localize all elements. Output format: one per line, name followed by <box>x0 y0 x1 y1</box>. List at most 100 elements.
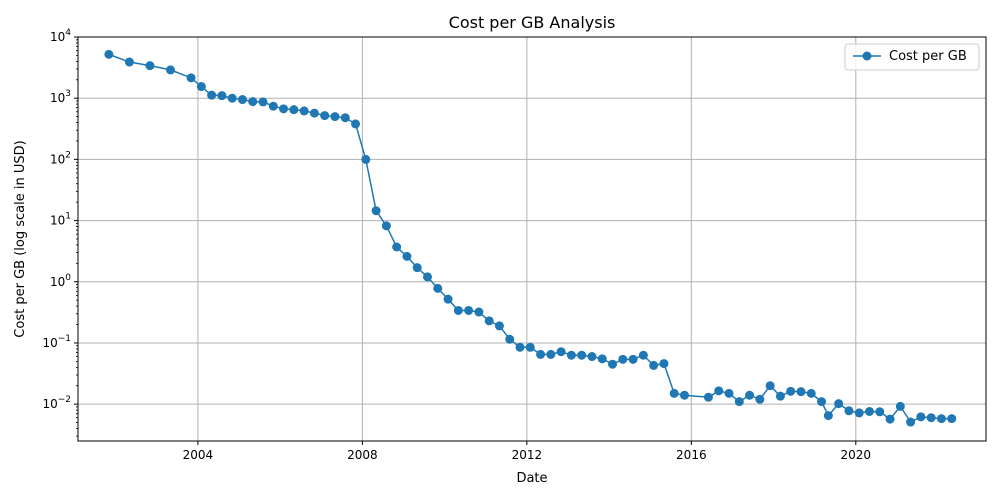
data-point <box>361 154 371 164</box>
data-point <box>433 283 443 293</box>
data-point <box>381 221 391 231</box>
y-tick-label: 10−2 <box>42 395 71 411</box>
data-point <box>474 307 484 317</box>
data-point <box>597 354 607 364</box>
legend: Cost per GB <box>844 43 980 71</box>
data-point <box>536 349 546 359</box>
data-point <box>546 349 556 359</box>
data-point <box>330 112 340 122</box>
data-point <box>392 242 402 252</box>
data-point <box>854 408 864 418</box>
data-point <box>649 360 659 370</box>
data-point <box>443 294 453 304</box>
data-point <box>679 390 689 400</box>
data-point <box>885 414 895 424</box>
data-point <box>104 49 114 59</box>
data-point <box>464 305 474 315</box>
data-point <box>775 391 785 401</box>
data-point <box>258 97 268 107</box>
data-point <box>289 105 299 115</box>
data-point <box>566 350 576 360</box>
y-tick-label: 100 <box>50 273 71 289</box>
data-point <box>186 73 196 83</box>
data-point <box>587 352 597 362</box>
y-tick-label: 104 <box>50 28 71 44</box>
data-point <box>340 113 350 123</box>
data-point <box>765 381 775 391</box>
data-point <box>207 90 217 100</box>
data-point <box>484 316 494 326</box>
data-point <box>124 57 134 67</box>
data-point <box>237 95 247 105</box>
x-tick-label: 2020 <box>841 448 872 462</box>
data-point <box>371 206 381 216</box>
data-point <box>638 350 648 360</box>
data-point <box>618 354 628 364</box>
data-point <box>525 342 535 352</box>
data-point <box>745 390 755 400</box>
series-line-cost-per-gb <box>108 53 952 424</box>
data-point <box>823 411 833 421</box>
x-tick-label: 2012 <box>512 448 543 462</box>
data-point <box>279 104 289 114</box>
data-point <box>422 272 432 282</box>
data-point <box>786 386 796 396</box>
data-point <box>268 101 278 111</box>
x-tick-label: 2016 <box>676 448 707 462</box>
y-axis-label: Cost per GB (log scale in USD) <box>13 140 28 337</box>
data-point <box>217 91 227 101</box>
y-tick-label: 101 <box>50 212 71 228</box>
data-point <box>608 359 618 369</box>
data-point <box>817 397 827 407</box>
data-point <box>926 413 936 423</box>
series-layer <box>104 49 957 427</box>
data-point <box>299 106 309 116</box>
data-point <box>906 417 916 427</box>
data-point <box>865 406 874 416</box>
data-point <box>556 347 566 357</box>
data-point <box>453 305 463 315</box>
data-point <box>577 350 587 360</box>
data-point <box>895 401 905 411</box>
data-point <box>309 108 319 118</box>
data-point <box>947 414 957 424</box>
y-tick-label: 10−1 <box>42 334 71 350</box>
data-point <box>875 407 885 417</box>
data-point <box>714 386 724 396</box>
data-point <box>834 399 844 409</box>
data-point <box>227 93 237 103</box>
data-point <box>628 354 638 364</box>
x-tick-label: 2008 <box>347 448 378 462</box>
y-tick-label: 103 <box>50 89 71 105</box>
data-point <box>412 263 422 273</box>
data-point <box>724 388 734 398</box>
data-point <box>145 61 155 71</box>
x-axis-label: Date <box>516 471 547 486</box>
data-point <box>351 119 361 129</box>
data-point <box>755 394 765 404</box>
data-point <box>734 397 744 407</box>
data-point <box>916 412 926 422</box>
data-point <box>166 65 176 75</box>
data-point <box>806 388 816 398</box>
data-point <box>248 97 258 107</box>
chart-title: Cost per GB Analysis <box>449 13 616 32</box>
y-tick-label: 102 <box>50 150 71 166</box>
data-point <box>669 388 679 398</box>
legend-marker-swatch <box>862 51 872 61</box>
x-tick-label: 2004 <box>183 448 214 462</box>
data-point <box>515 342 525 352</box>
data-point <box>494 321 504 331</box>
data-point <box>320 111 330 121</box>
data-point <box>402 251 412 261</box>
data-point <box>505 334 515 344</box>
data-point <box>659 359 669 369</box>
data-point <box>936 414 946 424</box>
data-point <box>796 387 806 397</box>
data-point <box>703 392 713 402</box>
legend-entry-cost-per-gb: Cost per GB <box>889 49 967 64</box>
legend-box <box>844 43 980 71</box>
data-point <box>844 406 854 416</box>
data-point <box>196 82 206 92</box>
